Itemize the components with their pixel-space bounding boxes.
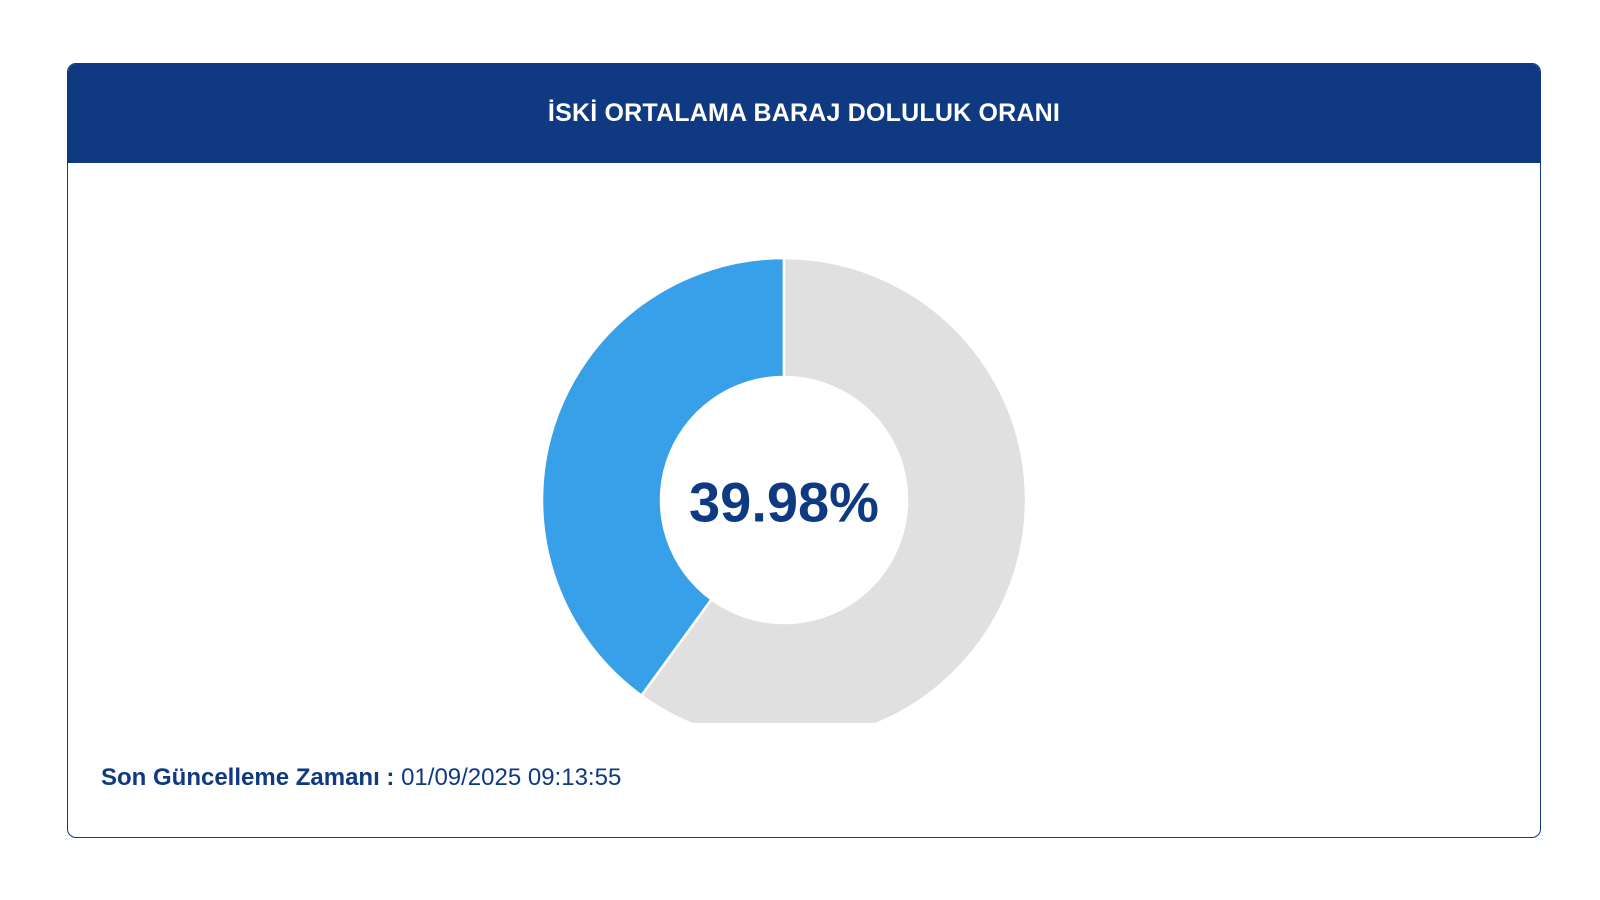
- card-title: İSKİ ORTALAMA BARAJ DOLULUK ORANI: [547, 99, 1061, 127]
- last-update-value: 01/09/2025 09:13:55: [401, 764, 622, 791]
- last-update-line: Son Güncelleme Zamanı : 01/09/2025 09:13…: [101, 764, 621, 792]
- donut-slice-empty: [639, 256, 1028, 723]
- dam-occupancy-card: İSKİ ORTALAMA BARAJ DOLULUK ORANI 39.98%…: [67, 63, 1541, 838]
- card-header: İSKİ ORTALAMA BARAJ DOLULUK ORANI: [68, 64, 1540, 163]
- center-percentage-label: 39.98%: [689, 471, 879, 534]
- donut-slice-fill: [540, 256, 786, 698]
- donut-chart-area: 39.98%: [68, 163, 1540, 723]
- last-update-separator: :: [379, 764, 402, 791]
- last-update-label: Son Güncelleme Zamanı: [101, 764, 380, 791]
- donut-chart: 39.98%: [540, 256, 1028, 723]
